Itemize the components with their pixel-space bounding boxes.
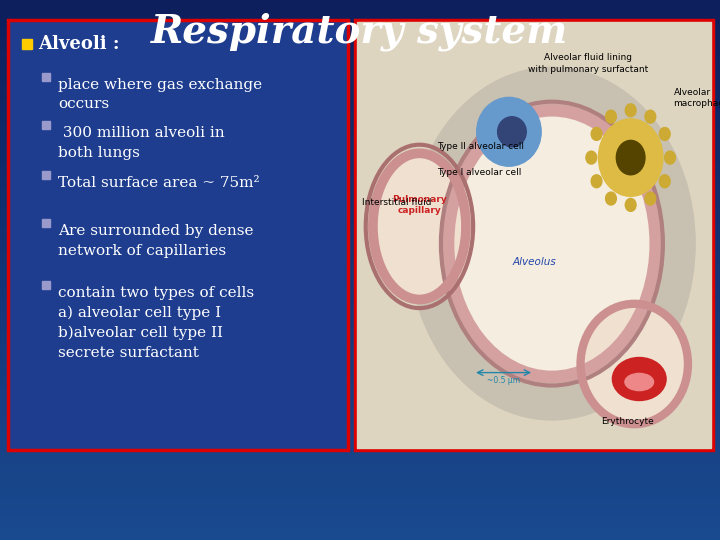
Bar bbox=[42, 171, 50, 179]
Text: Are surrounded by dense
network of capillaries: Are surrounded by dense network of capil… bbox=[58, 224, 253, 258]
Ellipse shape bbox=[586, 151, 597, 164]
Ellipse shape bbox=[498, 117, 526, 147]
Text: Type I alveolar cell: Type I alveolar cell bbox=[437, 168, 522, 177]
Ellipse shape bbox=[660, 127, 670, 140]
Ellipse shape bbox=[616, 140, 645, 175]
Bar bbox=[42, 121, 50, 129]
Ellipse shape bbox=[591, 127, 602, 140]
Text: Erythrocyte: Erythrocyte bbox=[600, 417, 654, 426]
Text: contain two types of cells
a) alveolar cell type I
b)alveolar cell type II
secre: contain two types of cells a) alveolar c… bbox=[58, 286, 254, 360]
Ellipse shape bbox=[448, 110, 656, 377]
Ellipse shape bbox=[645, 110, 656, 123]
Ellipse shape bbox=[606, 110, 616, 123]
Ellipse shape bbox=[645, 192, 656, 205]
Ellipse shape bbox=[477, 97, 541, 166]
FancyBboxPatch shape bbox=[355, 20, 713, 450]
Text: 300 million alveoli in
both lungs: 300 million alveoli in both lungs bbox=[58, 126, 225, 159]
Bar bbox=[42, 73, 50, 81]
Bar bbox=[42, 281, 50, 289]
Ellipse shape bbox=[598, 119, 663, 197]
Text: Respiratory system: Respiratory system bbox=[151, 13, 569, 51]
Ellipse shape bbox=[591, 175, 602, 188]
Text: Alveolus: Alveolus bbox=[512, 257, 556, 267]
Ellipse shape bbox=[625, 373, 654, 390]
Ellipse shape bbox=[613, 357, 666, 401]
Text: Total surface area ~ 75m²: Total surface area ~ 75m² bbox=[58, 176, 260, 190]
Text: Pulmonary
capillary: Pulmonary capillary bbox=[392, 195, 447, 214]
Text: Alveoli :: Alveoli : bbox=[38, 35, 120, 53]
Bar bbox=[22, 39, 32, 49]
Text: Type II alveolar cell: Type II alveolar cell bbox=[437, 142, 524, 151]
Ellipse shape bbox=[625, 199, 636, 211]
Ellipse shape bbox=[409, 68, 695, 420]
Ellipse shape bbox=[625, 104, 636, 117]
Bar bbox=[357, 22, 711, 448]
Ellipse shape bbox=[665, 151, 675, 164]
Ellipse shape bbox=[660, 175, 670, 188]
Text: Interstitial fluid: Interstitial fluid bbox=[362, 198, 432, 207]
Ellipse shape bbox=[580, 304, 688, 424]
Ellipse shape bbox=[373, 153, 466, 300]
Text: Alveolar fluid lining
with pulmonary surfactant: Alveolar fluid lining with pulmonary sur… bbox=[528, 53, 648, 73]
Text: place where gas exchange
occurs: place where gas exchange occurs bbox=[58, 78, 262, 111]
Text: Alveolar
macrophage: Alveolar macrophage bbox=[674, 88, 720, 108]
Text: ~0.5 μm: ~0.5 μm bbox=[487, 376, 520, 386]
FancyBboxPatch shape bbox=[8, 20, 348, 450]
Ellipse shape bbox=[606, 192, 616, 205]
Bar bbox=[42, 219, 50, 227]
